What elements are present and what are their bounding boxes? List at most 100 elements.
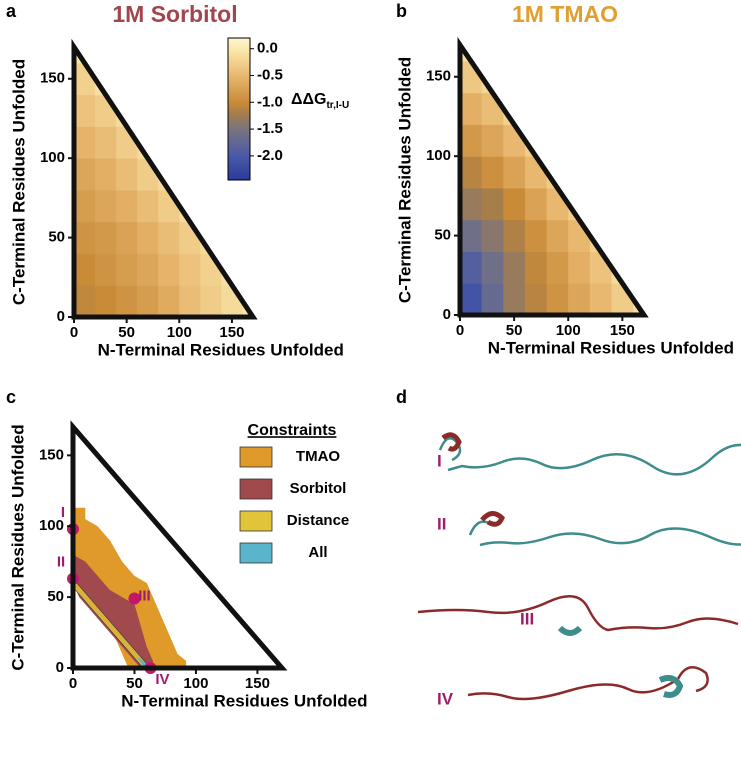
heatmap-cell <box>116 285 138 317</box>
legend-label: Sorbitol <box>290 480 347 497</box>
colorbar <box>227 37 251 181</box>
y-tick-label: 0 <box>443 306 451 323</box>
x-tick-label: 100 <box>183 675 208 692</box>
heatmap <box>460 45 644 315</box>
structure-label: I <box>437 451 442 470</box>
y-tick-label: 0 <box>56 659 64 676</box>
constraint-region <box>73 554 153 668</box>
colorbar-tick-label: 0.0 <box>257 40 278 57</box>
heatmap-cell <box>503 187 526 221</box>
colorbar-tick-label: -2.0 <box>257 147 283 164</box>
heatmap-cell <box>460 156 483 189</box>
x-tick-label: 50 <box>118 324 135 341</box>
y-tick-label: 150 <box>40 70 65 87</box>
x-tick-label: 0 <box>70 324 78 341</box>
heatmap-cell <box>137 253 159 286</box>
plot-outline <box>71 38 258 320</box>
heatmap-cell <box>158 253 180 286</box>
heatmap-cell <box>481 251 504 284</box>
y-tick-label: 0 <box>57 308 65 325</box>
plot-outline <box>70 420 288 671</box>
heatmap-cell <box>589 219 613 252</box>
heatmap-cell <box>74 94 96 127</box>
heatmap-cell <box>74 285 96 317</box>
state-point <box>128 592 141 605</box>
heatmap-cell <box>116 221 138 254</box>
heatmap-cell <box>460 45 483 62</box>
state-label: I <box>61 504 65 521</box>
state-label: II <box>57 554 65 571</box>
heatmap-cell <box>568 251 591 284</box>
heatmap-cell <box>503 251 526 284</box>
structure-label: II <box>437 514 446 533</box>
x-tick-label: 100 <box>556 322 581 339</box>
legend-label: Distance <box>287 512 350 529</box>
heatmap-cell <box>546 251 569 284</box>
y-tick-label: 50 <box>434 227 451 244</box>
heatmap-cell <box>95 221 117 254</box>
legend-label: TMAO <box>296 448 340 465</box>
heatmap-cell <box>116 189 138 223</box>
heatmap-cell <box>460 283 483 315</box>
heatmap-cell <box>158 158 180 191</box>
legend-title: Constraints <box>248 422 337 439</box>
heatmap-cell <box>611 251 634 284</box>
heatmap-cell <box>242 285 253 317</box>
heatmap-cell <box>95 285 117 317</box>
heatmap-cell <box>116 94 138 127</box>
y-axis-label: C-Terminal Residues Unfolded <box>8 424 27 670</box>
heatmap-cell <box>524 251 548 284</box>
colorbar-tick-label: -1.0 <box>257 93 283 110</box>
heatmap-cell <box>116 158 138 191</box>
heatmap-cell <box>137 189 159 223</box>
panel-label: a <box>6 1 17 21</box>
heatmap-cell <box>546 156 569 189</box>
heatmap-cell <box>503 283 526 315</box>
heatmap-cell <box>137 126 159 159</box>
y-tick-label: 150 <box>426 68 451 85</box>
heatmap-cell <box>503 156 526 189</box>
heatmap-cell <box>95 253 117 286</box>
heatmap-cell <box>179 285 201 317</box>
legend-swatch <box>239 542 273 564</box>
heatmap-cell <box>524 219 548 252</box>
heatmap-cell <box>589 283 613 315</box>
heatmap-cell <box>74 47 96 64</box>
heatmap-cell <box>546 283 569 315</box>
heatmap-cell <box>116 253 138 286</box>
heatmap-cell <box>74 253 96 286</box>
heatmap-cell <box>95 62 117 96</box>
heatmap-cell <box>546 219 569 252</box>
colorbar-tick-label: -0.5 <box>257 66 283 83</box>
constraint-region <box>73 507 187 668</box>
y-tick-label: 50 <box>47 588 64 605</box>
legend-swatch <box>239 478 273 500</box>
heatmap-cell <box>200 285 222 317</box>
legend-swatch <box>239 510 273 532</box>
y-tick-label: 50 <box>48 229 65 246</box>
heatmap-cell <box>158 221 180 254</box>
x-tick-label: 0 <box>69 675 77 692</box>
heatmap-cell <box>95 158 117 191</box>
structure-label: III <box>520 609 534 628</box>
x-tick-label: 150 <box>610 322 635 339</box>
heatmap-cell <box>460 251 483 284</box>
heatmap-cell <box>179 253 201 286</box>
legend-label: All <box>308 544 327 561</box>
heatmap-cell <box>481 124 504 157</box>
heatmap-cell <box>524 124 548 157</box>
colorbar-label: ΔΔGtr,I-U <box>291 91 349 110</box>
x-tick-label: 100 <box>167 324 192 341</box>
heatmap-cell <box>568 283 591 315</box>
heatmap-cell <box>179 189 201 223</box>
heatmap-cell <box>481 60 504 94</box>
x-tick-label: 150 <box>245 675 270 692</box>
x-tick-label: 50 <box>126 675 143 692</box>
heatmap-cell <box>481 219 504 252</box>
plot-outline <box>457 36 649 318</box>
heatmap-cell <box>481 156 504 189</box>
panel-label: c <box>6 387 16 407</box>
heatmap-cell <box>460 187 483 221</box>
heatmap-cell <box>200 221 222 254</box>
